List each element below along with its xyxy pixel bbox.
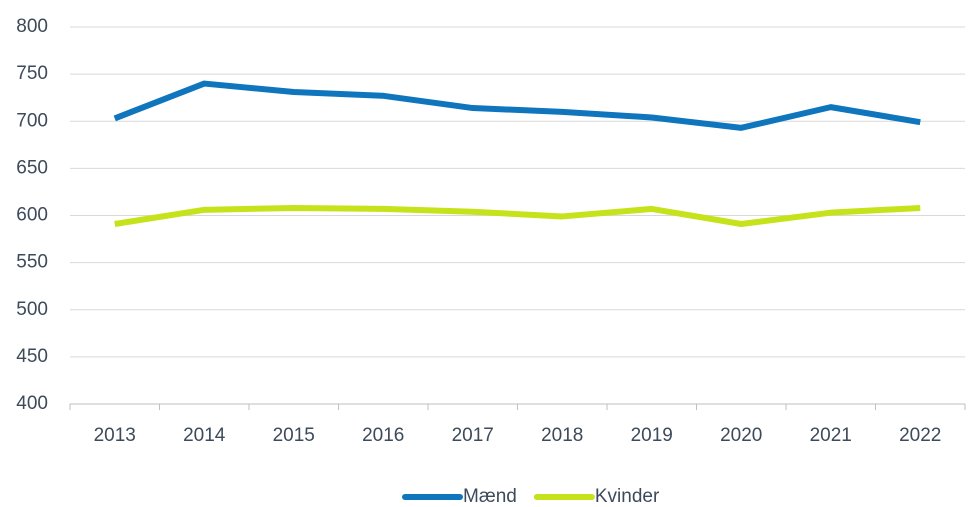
x-tick-label: 2013: [94, 425, 136, 446]
y-tick-label: 450: [16, 346, 48, 367]
y-tick-label: 800: [16, 16, 48, 37]
y-tick-label: 600: [16, 205, 48, 226]
legend-label: Mænd: [463, 486, 517, 507]
x-tick-label: 2019: [631, 425, 673, 446]
y-tick-label: 500: [16, 299, 48, 320]
y-tick-label: 650: [16, 157, 48, 178]
x-tick-label: 2018: [541, 425, 583, 446]
x-tick-label: 2020: [720, 425, 762, 446]
x-tick-label: 2015: [273, 425, 315, 446]
legend-label: Kvinder: [595, 486, 660, 507]
series-line: [114, 204, 921, 227]
x-tick-label: 2022: [899, 425, 941, 446]
y-tick-label: 750: [16, 63, 48, 84]
x-tick-label: 2017: [452, 425, 494, 446]
x-tick-label: 2014: [183, 425, 226, 446]
y-tick-label: 400: [16, 393, 48, 414]
y-tick-label: 550: [16, 252, 48, 273]
series-line: [113, 80, 921, 131]
x-tick-label: 2016: [362, 425, 404, 446]
y-tick-label: 700: [16, 110, 48, 131]
x-tick-label: 2021: [810, 425, 852, 446]
